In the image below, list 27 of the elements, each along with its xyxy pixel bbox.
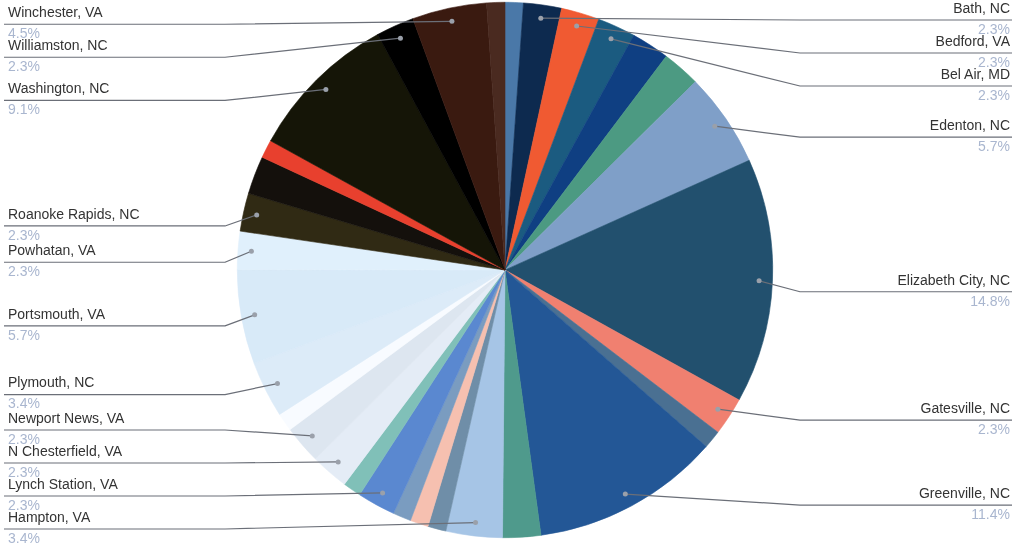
data-label: 5.7% <box>8 326 40 343</box>
slice-label: Bath, NC <box>953 0 1010 16</box>
slice-label: Elizabeth City, NC <box>897 271 1010 288</box>
data-label: 2.3% <box>978 53 1010 70</box>
data-label: 9.1% <box>8 101 40 118</box>
data-label: 2.3% <box>8 58 40 75</box>
slice-label: Plymouth, NC <box>8 374 95 391</box>
data-label: 2.3% <box>978 86 1010 103</box>
slice-label: Winchester, VA <box>8 4 104 21</box>
data-label: 2.3% <box>978 421 1010 438</box>
slice-label: Williamston, NC <box>8 37 108 54</box>
data-label: 2.3% <box>8 226 40 243</box>
data-label: 3.4% <box>8 529 40 546</box>
data-label: 11.4% <box>971 505 1010 522</box>
data-label: 3.4% <box>8 395 40 412</box>
slice-label: Washington, NC <box>8 80 110 97</box>
data-label: 5.7% <box>978 138 1010 155</box>
data-label: 2.3% <box>8 263 40 280</box>
slice-label: Powhatan, VA <box>8 242 97 259</box>
slice-label: Gatesville, NC <box>920 400 1010 417</box>
slice-label: Edenton, NC <box>929 117 1010 134</box>
data-label: 14.8% <box>970 292 1010 309</box>
data-label: 2.3% <box>8 496 40 513</box>
slice-label: Greenville, NC <box>918 484 1010 501</box>
slice-label: Roanoke Rapids, NC <box>8 205 140 222</box>
slice-label: Portsmouth, VA <box>8 305 106 322</box>
slice-label: Newport News, VA <box>8 409 126 426</box>
